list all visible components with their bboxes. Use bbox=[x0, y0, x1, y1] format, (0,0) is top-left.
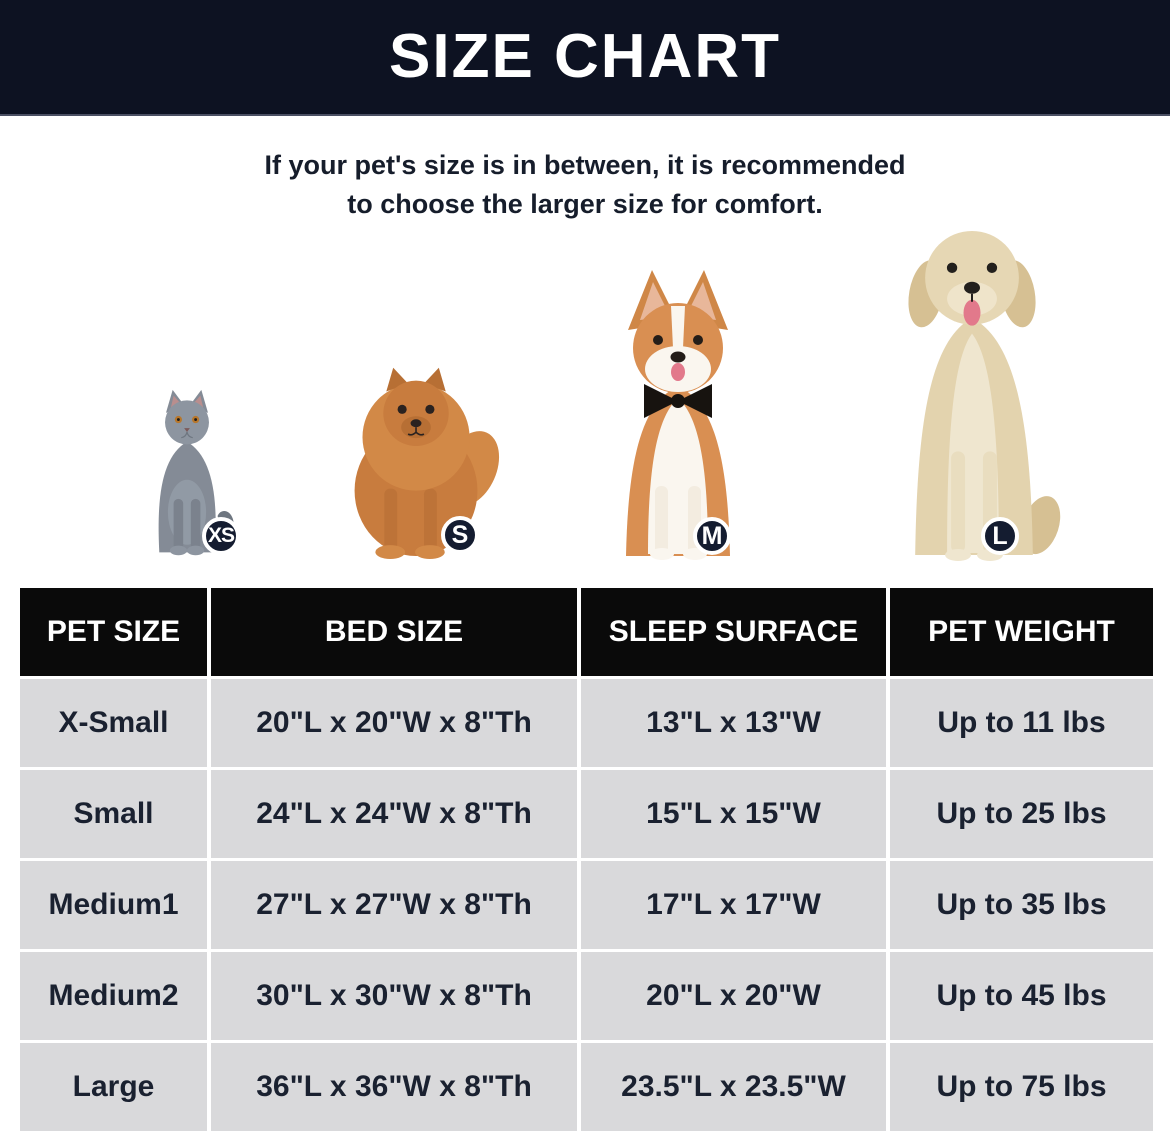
cell-sleep-surface: 20"L x 20"W bbox=[581, 952, 886, 1040]
cell-pet-weight: Up to 75 lbs bbox=[890, 1043, 1153, 1131]
size-badge-m: M bbox=[693, 517, 731, 555]
cell-sleep-surface: 13"L x 13"W bbox=[581, 679, 886, 767]
size-table: PET SIZE BED SIZE SLEEP SURFACE PET WEIG… bbox=[20, 588, 1153, 1131]
cell-pet-weight: Up to 11 lbs bbox=[890, 679, 1153, 767]
cell-bed-size: 27"L x 27"W x 8"Th bbox=[211, 861, 577, 949]
cell-bed-size: 30"L x 30"W x 8"Th bbox=[211, 952, 577, 1040]
banner: SIZE CHART bbox=[0, 0, 1170, 116]
cell-sleep-surface: 15"L x 15"W bbox=[581, 770, 886, 858]
cell-pet-size: Medium1 bbox=[20, 861, 207, 949]
note-line-1: If your pet's size is in between, it is … bbox=[264, 150, 906, 180]
pomeranian-photo bbox=[328, 340, 508, 560]
cell-sleep-surface: 17"L x 17"W bbox=[581, 861, 886, 949]
cell-pet-weight: Up to 25 lbs bbox=[890, 770, 1153, 858]
cell-bed-size: 24"L x 24"W x 8"Th bbox=[211, 770, 577, 858]
size-badge-l: L bbox=[981, 517, 1019, 555]
cell-bed-size: 20"L x 20"W x 8"Th bbox=[211, 679, 577, 767]
column-header-pet-size: PET SIZE bbox=[20, 588, 207, 676]
size-badge-s: S bbox=[441, 516, 479, 554]
cat-photo bbox=[128, 388, 246, 560]
cell-pet-weight: Up to 35 lbs bbox=[890, 861, 1153, 949]
corgi-photo bbox=[578, 268, 778, 561]
cell-pet-size: X-Small bbox=[20, 679, 207, 767]
column-header-bed-size: BED SIZE bbox=[211, 588, 577, 676]
cell-pet-size: Small bbox=[20, 770, 207, 858]
cell-bed-size: 36"L x 36"W x 8"Th bbox=[211, 1043, 577, 1131]
page-title: SIZE CHART bbox=[389, 22, 781, 91]
cell-pet-size: Large bbox=[20, 1043, 207, 1131]
size-badge-xs: XS bbox=[202, 517, 240, 555]
golden-retriever-photo bbox=[865, 214, 1085, 561]
column-header-sleep-surface: SLEEP SURFACE bbox=[581, 588, 886, 676]
note-line-2: to choose the larger size for comfort. bbox=[347, 189, 823, 219]
recommendation-note: If your pet's size is in between, it is … bbox=[0, 146, 1170, 224]
cell-pet-weight: Up to 45 lbs bbox=[890, 952, 1153, 1040]
column-header-pet-weight: PET WEIGHT bbox=[890, 588, 1153, 676]
cell-sleep-surface: 23.5"L x 23.5"W bbox=[581, 1043, 886, 1131]
cell-pet-size: Medium2 bbox=[20, 952, 207, 1040]
